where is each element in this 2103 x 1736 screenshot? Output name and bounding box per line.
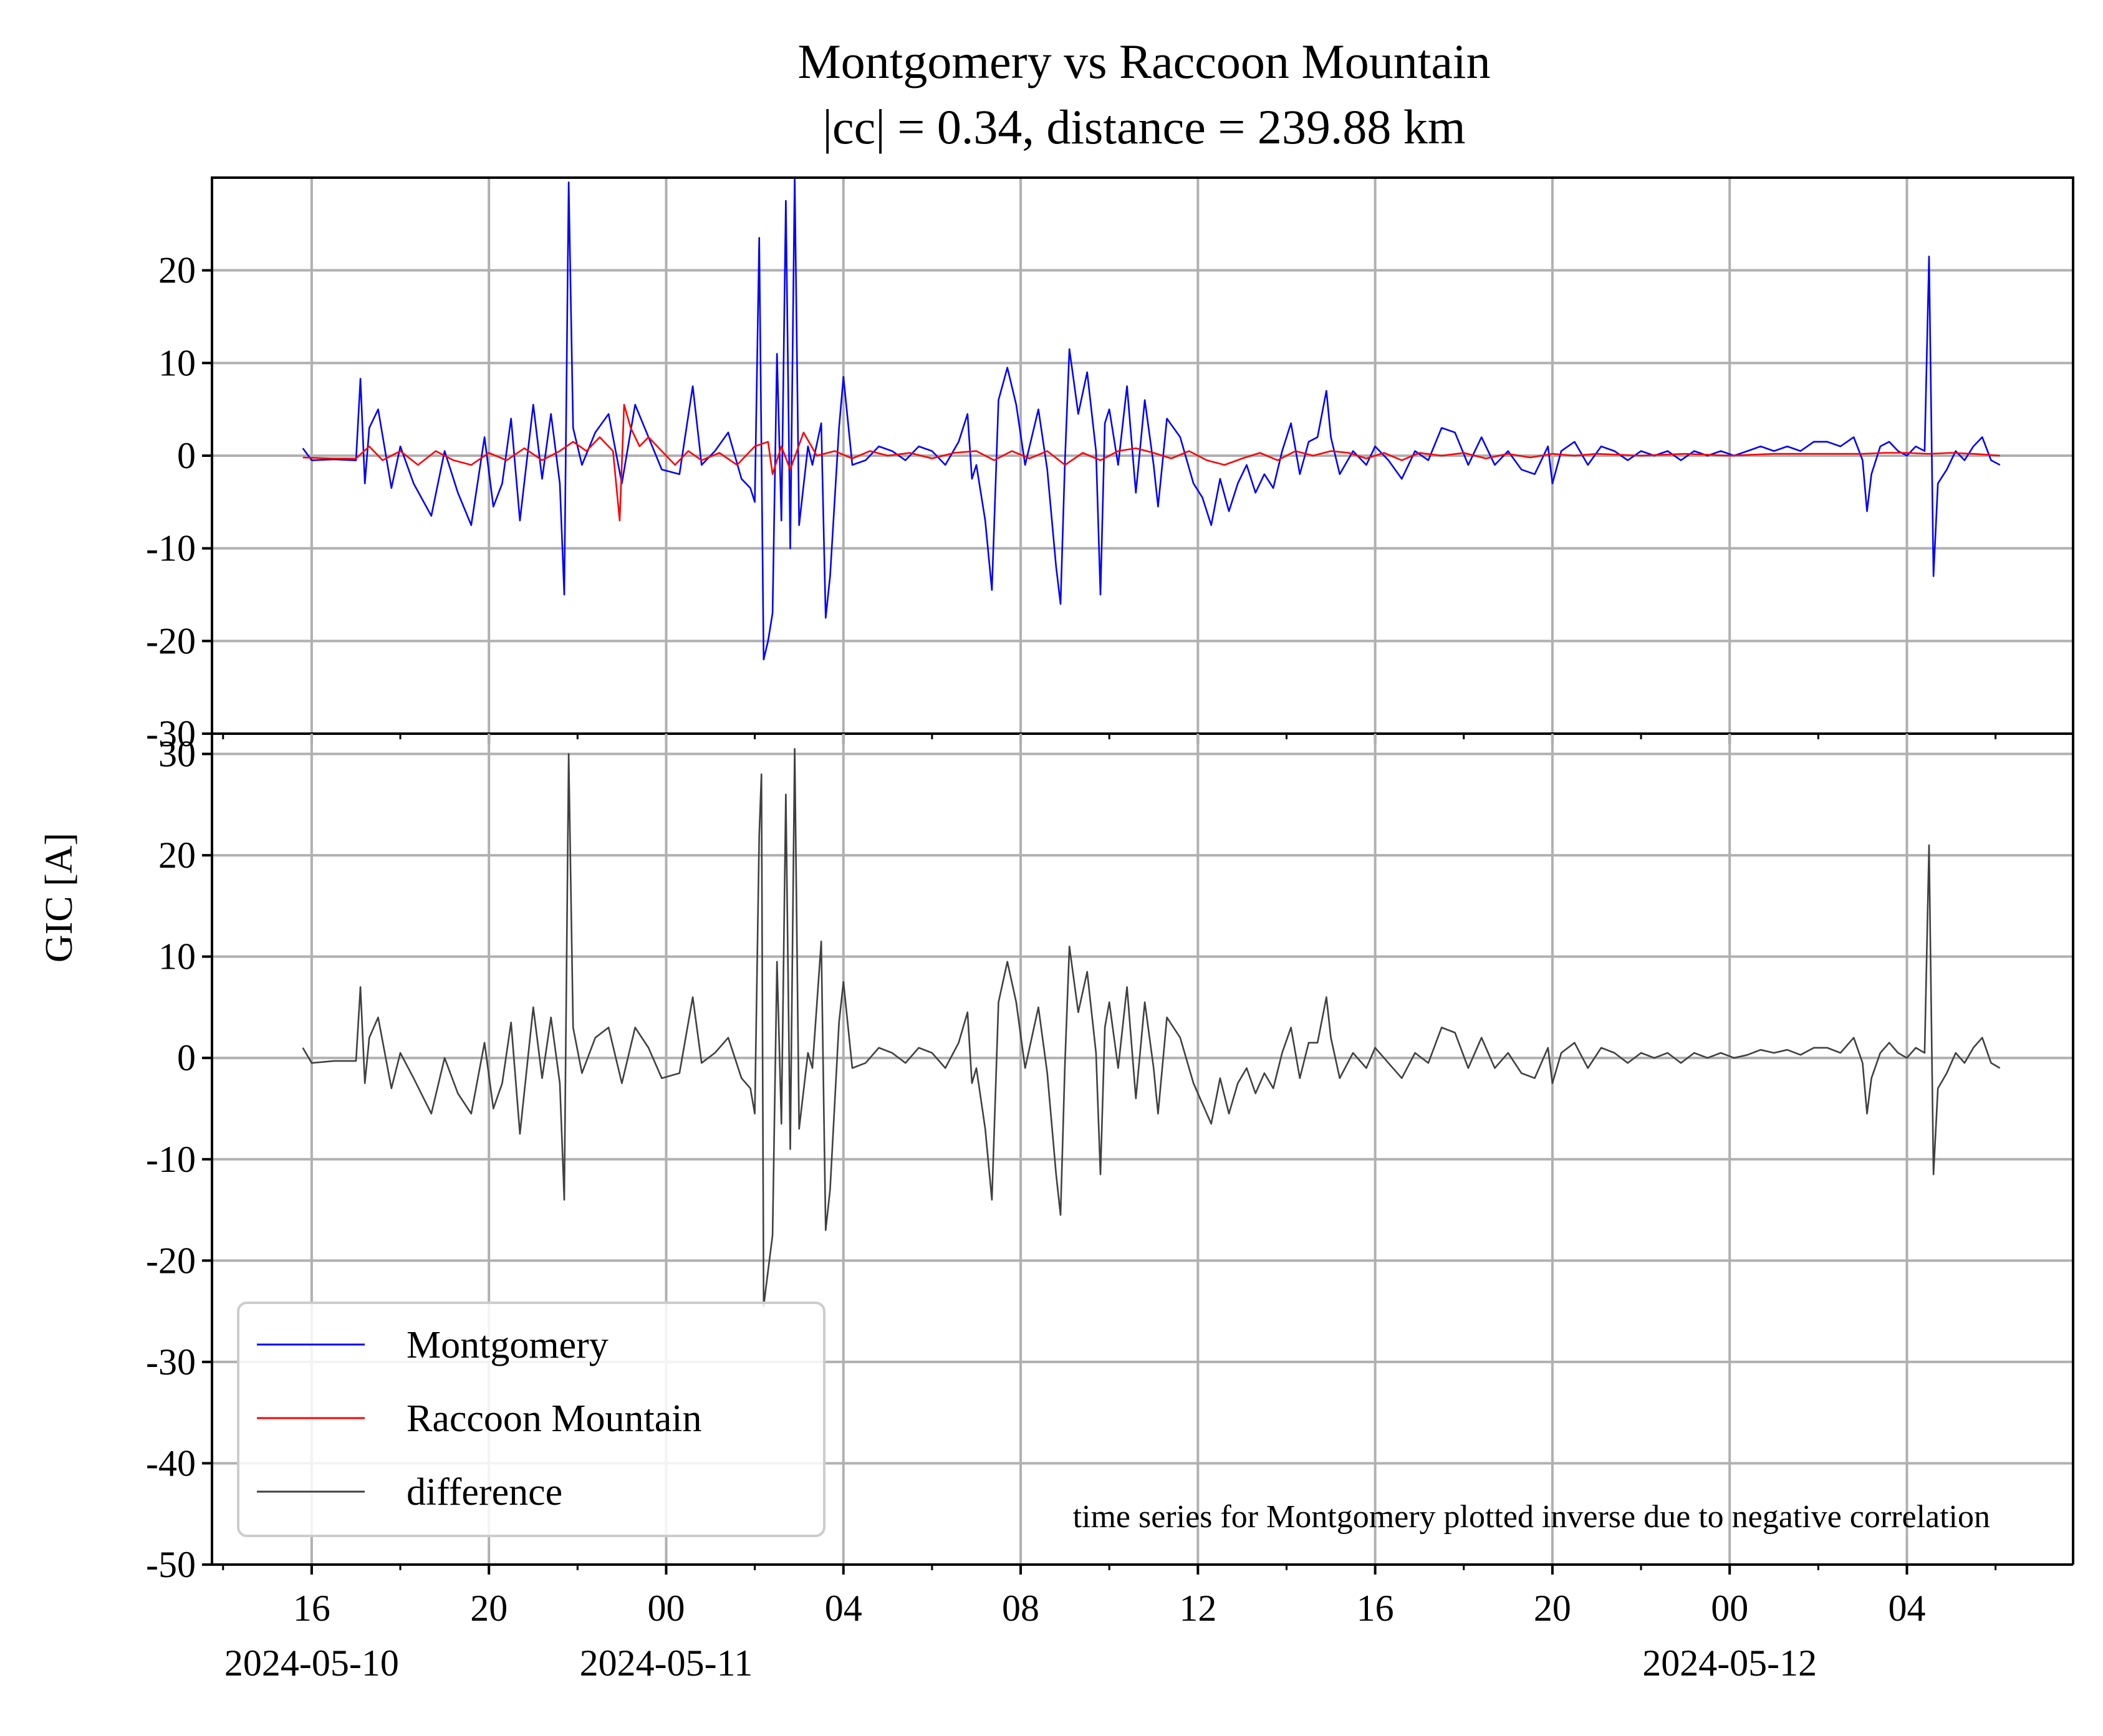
legend-entries: Montgomery Raccoon Mountain difference <box>257 1324 702 1513</box>
legend-label-difference: difference <box>407 1471 562 1513</box>
bottom-y-tick-label: 10 <box>158 936 196 977</box>
top-y-tick-label: -20 <box>146 620 196 661</box>
bottom-y-ticks: 30 20 10 0 -10 -20 -30 -40 -50 <box>146 734 212 1585</box>
x-tick-label: 16 <box>1357 1588 1394 1629</box>
bottom-y-tick-label: -50 <box>146 1544 196 1585</box>
bottom-x-ticks: 16 2024-05-10 20 00 2024-05-11 04 08 12 16 20 00 20… <box>222 1565 1997 1684</box>
legend-label-raccoon-mountain: Raccoon Mountain <box>407 1398 702 1440</box>
bottom-y-tick-label: -30 <box>146 1341 196 1383</box>
x-date-label: 2024-05-11 <box>580 1642 753 1684</box>
legend-box <box>237 1302 825 1537</box>
chart-title: Montgomery vs Raccoon Mountain <box>797 34 1490 89</box>
top-y-ticks: 20 10 0 -10 -20 -30 <box>146 250 212 754</box>
x-tick-label: 20 <box>1534 1588 1571 1629</box>
series-line-raccoon-mountain <box>302 403 2000 522</box>
y-axis-label: GIC [A] <box>38 833 80 962</box>
bottom-y-tick-label: -20 <box>146 1240 196 1281</box>
top-y-tick-label: 0 <box>177 435 196 476</box>
chart-subtitle: |cc| = 0.34, distance = 239.88 km <box>822 100 1465 154</box>
x-date-label: 2024-05-10 <box>224 1642 399 1684</box>
top-y-tick-label: 20 <box>158 250 196 291</box>
series-line-montgomery <box>302 178 2001 661</box>
series-line-difference <box>302 748 2001 1307</box>
bottom-y-tick-label: 30 <box>158 734 196 775</box>
top-panel: 20 10 0 -10 -20 -30 <box>146 176 2074 754</box>
x-tick-label: 00 <box>647 1588 685 1629</box>
bottom-series <box>302 748 2001 1307</box>
x-date-label: 2024-05-12 <box>1642 1642 1817 1684</box>
inverse-plot-note: time series for Montgomery plotted inver… <box>1073 1499 1990 1535</box>
bottom-y-tick-label: 20 <box>158 835 196 876</box>
x-tick-label: 00 <box>1711 1588 1748 1629</box>
bottom-y-tick-label: -40 <box>146 1442 196 1484</box>
bottom-y-tick-label: 0 <box>177 1037 196 1078</box>
x-tick-label: 04 <box>825 1588 862 1629</box>
top-y-tick-label: 10 <box>158 342 196 383</box>
x-tick-label: 08 <box>1002 1588 1039 1629</box>
top-y-tick-label: -30 <box>146 713 196 754</box>
x-tick-label: 12 <box>1179 1588 1216 1629</box>
x-tick-label: 04 <box>1888 1588 1925 1629</box>
x-tick-label: 20 <box>470 1588 508 1629</box>
top-series <box>302 178 2001 661</box>
x-tick-label: 16 <box>293 1588 330 1629</box>
legend: Montgomery Raccoon Mountain difference <box>237 1302 825 1537</box>
top-y-tick-label: -10 <box>146 528 196 569</box>
legend-label-montgomery: Montgomery <box>407 1324 609 1366</box>
bottom-y-tick-label: -10 <box>146 1139 196 1180</box>
